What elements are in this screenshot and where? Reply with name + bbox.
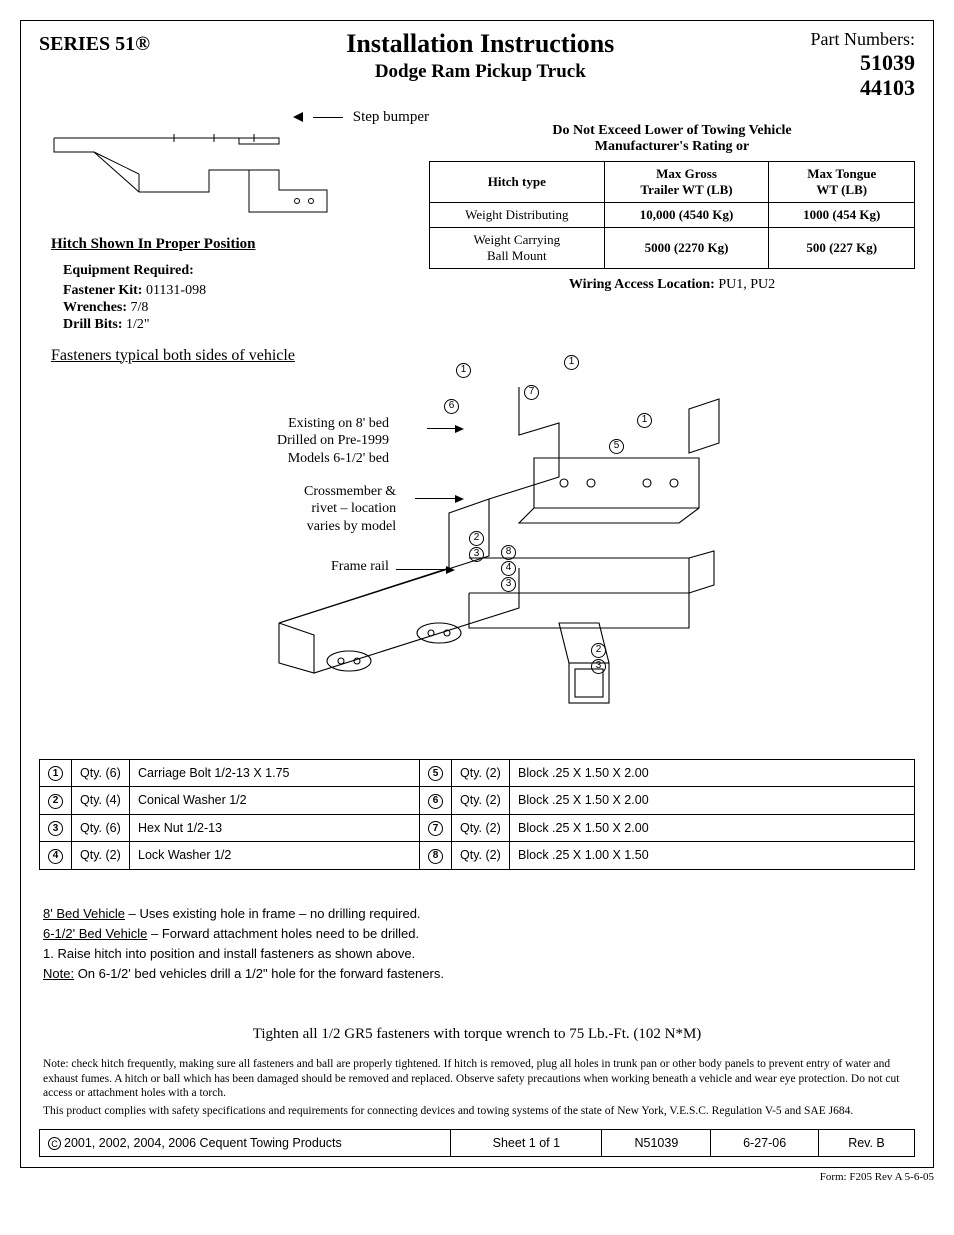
title-main: Installation Instructions xyxy=(150,29,810,59)
upper-section: Step bumper Hitch Shown In Proper Positi… xyxy=(39,105,915,369)
title-sub: Dodge Ram Pickup Truck xyxy=(150,61,810,83)
page-frame: SERIES 51® Installation Instructions Dod… xyxy=(20,20,934,1168)
wiring-location: Wiring Access Location: PU1, PU2 xyxy=(429,277,915,293)
equipment-block: Equipment Required: Fastener Kit: 01131-… xyxy=(63,263,429,333)
instructions-block: 8' Bed Vehicle – Uses existing hole in f… xyxy=(43,904,911,985)
rating-warning: Do Not Exceed Lower of Towing Vehicle Ma… xyxy=(429,123,915,155)
callout-stack-2: 8 4 3 xyxy=(501,545,516,592)
torque-spec: Tighten all 1/2 GR5 fasteners with torqu… xyxy=(39,1026,915,1043)
callout-6: 6 xyxy=(444,399,459,414)
footer-date: 6-27-06 xyxy=(711,1129,819,1156)
callout-stack-1: 2 3 xyxy=(469,531,484,562)
instr-line: Note: On 6-1/2' bed vehicles drill a 1/2… xyxy=(43,964,911,984)
assembly-sketch xyxy=(219,363,919,743)
footer-sheet: Sheet 1 of 1 xyxy=(451,1129,602,1156)
header: SERIES 51® Installation Instructions Dod… xyxy=(39,29,915,101)
instr-line: 8' Bed Vehicle – Uses existing hole in f… xyxy=(43,904,911,924)
equip-row-1: Wrenches: 7/8 xyxy=(63,300,429,316)
proper-position-heading: Hitch Shown In Proper Position xyxy=(51,236,429,253)
parts-row: 1 Qty. (6) Carriage Bolt 1/2-13 X 1.75 5… xyxy=(40,759,915,787)
parts-row: 4 Qty. (2) Lock Washer 1/2 8 Qty. (2) Bl… xyxy=(40,842,915,870)
part-numbers: Part Numbers: 51039 44103 xyxy=(811,29,915,101)
callout-5: 5 xyxy=(609,439,624,454)
part-number-2: 44103 xyxy=(811,75,915,100)
callout-stack-3: 2 3 xyxy=(591,643,606,674)
parts-row: 2 Qty. (4) Conical Washer 1/2 6 Qty. (2)… xyxy=(40,787,915,815)
title-block: Installation Instructions Dodge Ram Pick… xyxy=(150,29,810,83)
arrow-left-icon xyxy=(293,112,303,122)
ratings-h2: Max Tongue WT (LB) xyxy=(769,161,915,202)
hitch-position-sketch xyxy=(39,130,329,225)
footer-table: C2001, 2002, 2004, 2006 Cequent Towing P… xyxy=(39,1129,915,1157)
part-numbers-label: Part Numbers: xyxy=(811,29,915,50)
ratings-r0c2: 1000 (454 Kg) xyxy=(769,202,915,227)
ratings-table: Hitch type Max Gross Trailer WT (LB) Max… xyxy=(429,161,915,269)
ratings-h0: Hitch type xyxy=(430,161,605,202)
instr-line: 6-1/2' Bed Vehicle – Forward attachment … xyxy=(43,924,911,944)
ratings-h1: Max Gross Trailer WT (LB) xyxy=(604,161,769,202)
equip-row-0: Fastener Kit: 01131-098 xyxy=(63,283,429,299)
main-diagram: Existing on 8' bed Drilled on Pre-1999 M… xyxy=(39,373,915,753)
right-column: Do Not Exceed Lower of Towing Vehicle Ma… xyxy=(429,105,915,369)
fine-p2: This product complies with safety specif… xyxy=(43,1104,911,1118)
parts-table: 1 Qty. (6) Carriage Bolt 1/2-13 X 1.75 5… xyxy=(39,759,915,870)
callout-1c: 1 xyxy=(637,413,652,428)
footer-copyright: C2001, 2002, 2004, 2006 Cequent Towing P… xyxy=(40,1129,451,1156)
series-label: SERIES 51® xyxy=(39,33,150,56)
footer-drawing: N51039 xyxy=(602,1129,711,1156)
equip-row-2: Drill Bits: 1/2" xyxy=(63,317,429,333)
arrow-shaft xyxy=(313,117,343,118)
form-note: Form: F205 Rev A 5-6-05 xyxy=(20,1171,934,1183)
part-number-1: 51039 xyxy=(811,50,915,75)
fine-print: Note: check hitch frequently, making sur… xyxy=(43,1057,911,1119)
ratings-r0c0: Weight Distributing xyxy=(430,202,605,227)
equipment-title: Equipment Required: xyxy=(63,263,429,279)
callout-1b: 1 xyxy=(564,355,579,370)
fine-p1: Note: check hitch frequently, making sur… xyxy=(43,1057,911,1100)
step-bumper-callout: Step bumper xyxy=(39,109,429,126)
callout-7: 7 xyxy=(524,385,539,400)
copyright-icon: C xyxy=(48,1137,61,1150)
footer-rev: Rev. B xyxy=(818,1129,914,1156)
step-bumper-label: Step bumper xyxy=(353,109,429,126)
callout-1a: 1 xyxy=(456,363,471,378)
left-column: Step bumper Hitch Shown In Proper Positi… xyxy=(39,105,429,369)
ratings-r1c2: 500 (227 Kg) xyxy=(769,227,915,268)
instr-line: 1. Raise hitch into position and install… xyxy=(43,944,911,964)
parts-row: 3 Qty. (6) Hex Nut 1/2-13 7 Qty. (2) Blo… xyxy=(40,814,915,842)
ratings-r1c0: Weight Carrying Ball Mount xyxy=(430,227,605,268)
ratings-r1c1: 5000 (2270 Kg) xyxy=(604,227,769,268)
ratings-r0c1: 10,000 (4540 Kg) xyxy=(604,202,769,227)
